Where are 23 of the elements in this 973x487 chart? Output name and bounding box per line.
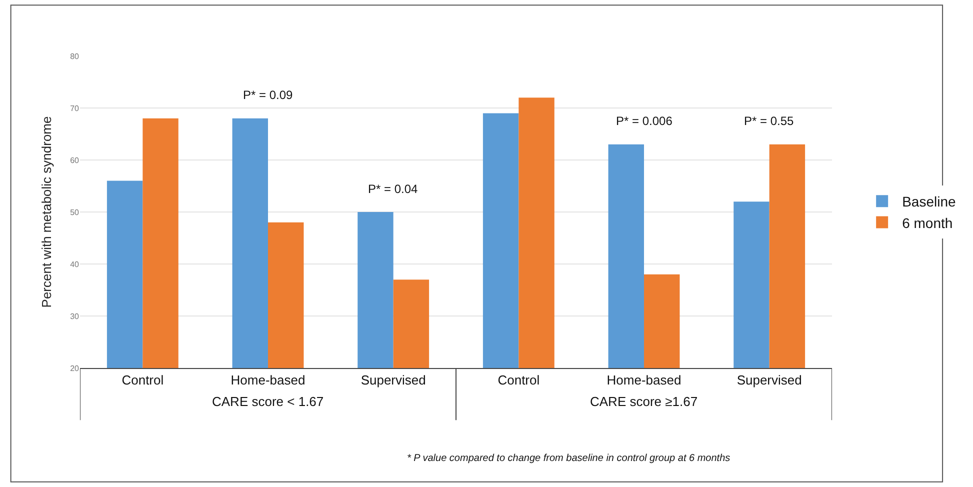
y-tick-label: 70	[70, 104, 80, 113]
y-tick-label: 20	[70, 364, 80, 373]
y-tick-label: 40	[70, 260, 80, 269]
x-tick-label: Supervised	[736, 372, 802, 388]
x-tick-label: Supervised	[360, 372, 426, 388]
text: CARE score ≥1.67	[590, 394, 698, 409]
y-tick-label: 50	[70, 208, 80, 217]
legend-label: 6 month	[902, 214, 953, 231]
x-tick-label: Home-based	[606, 372, 682, 388]
legend-label: Baseline	[902, 194, 956, 210]
x-tick-label: Control	[498, 372, 540, 388]
y-tick-label: 80	[70, 52, 80, 61]
x-tick-label: Control	[122, 372, 164, 388]
y-axis-title: Percent with metabolic syndrome	[39, 116, 54, 308]
y-tick-label: 60	[70, 156, 80, 165]
x-tick-label: Home-based	[230, 372, 306, 388]
text: * P value compared to change from baseline in control group at 6 months	[407, 453, 730, 464]
annotation: P* = 0.04	[368, 182, 418, 196]
annotation: P* = 0.006	[616, 114, 673, 128]
annotation: P* = 0.55	[744, 114, 794, 128]
annotation: P* = 0.09	[243, 88, 294, 102]
text: CARE score < 1.67	[212, 394, 324, 409]
y-tick-label: 30	[70, 312, 80, 321]
